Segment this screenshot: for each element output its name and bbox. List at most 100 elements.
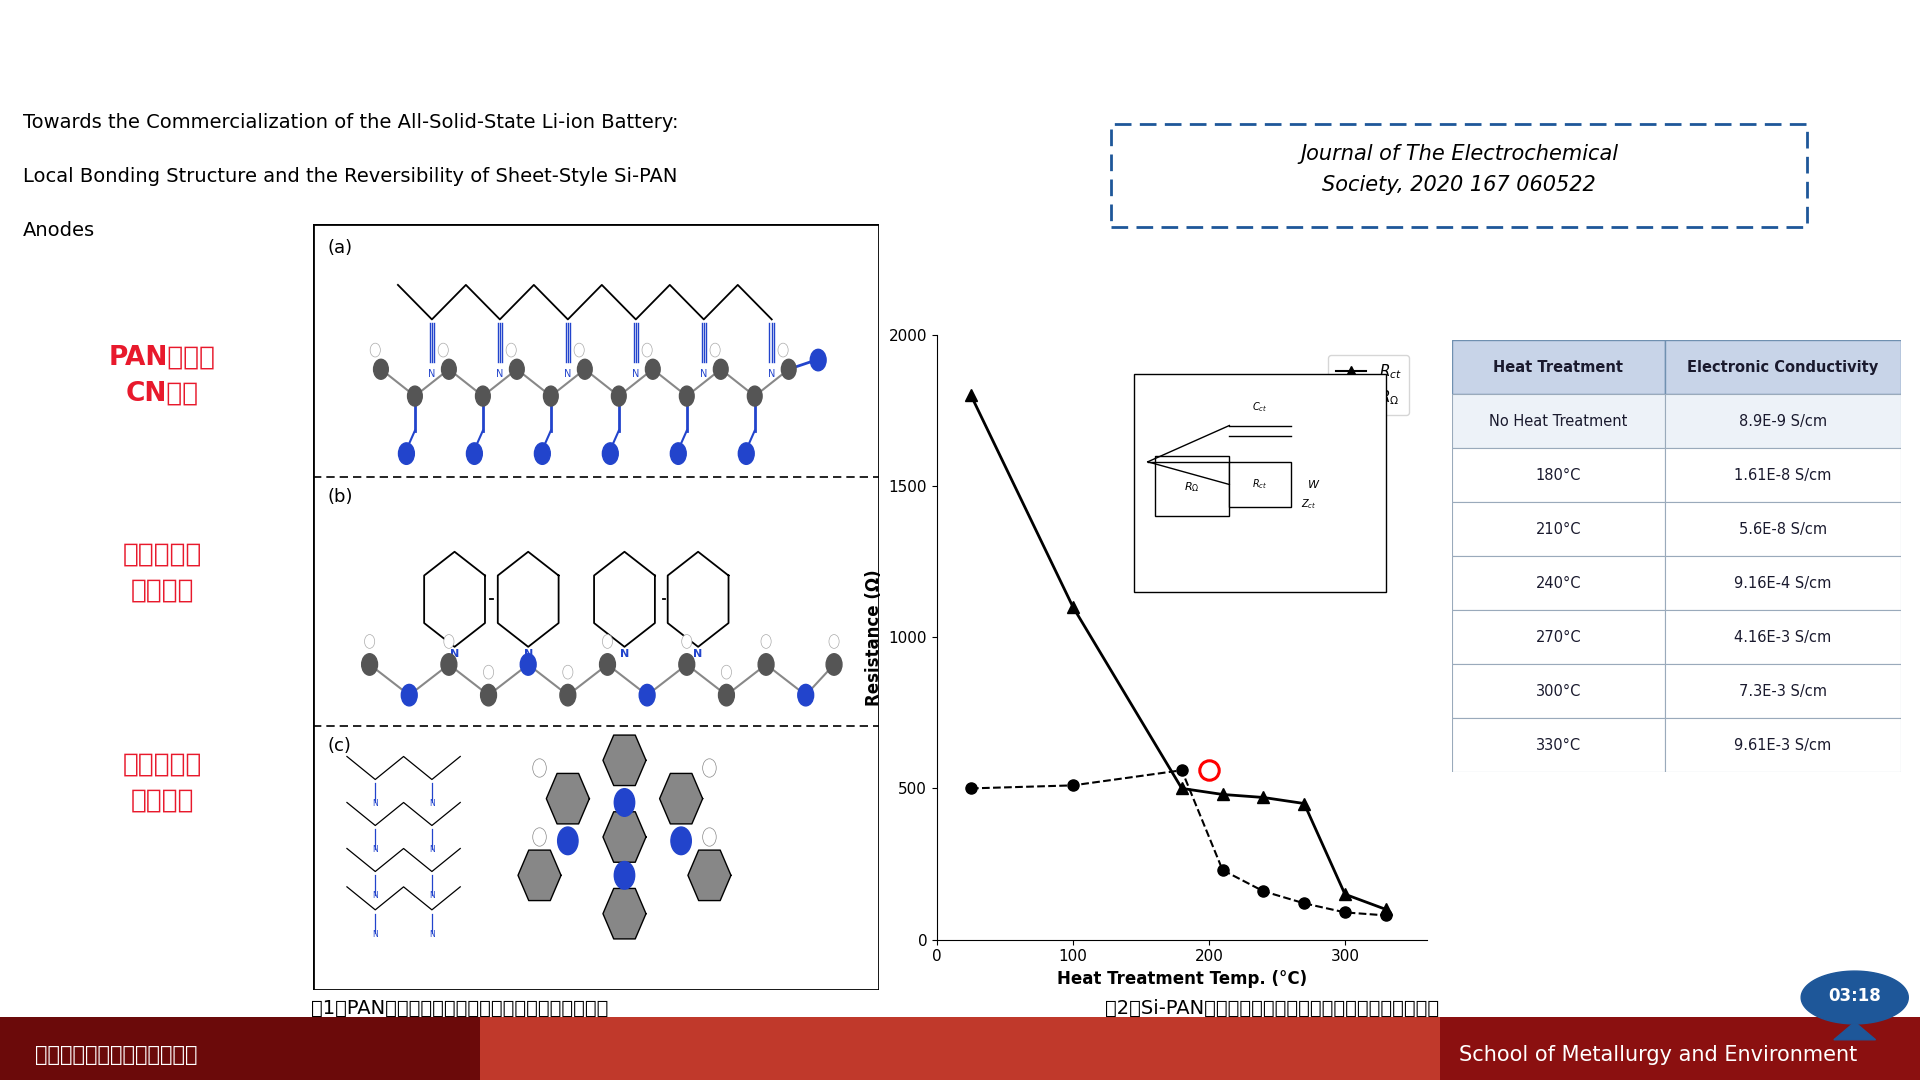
Text: N: N xyxy=(428,799,434,808)
Polygon shape xyxy=(687,850,732,901)
$\bullet$  $R_{\Omega}$ xyxy=(1169,764,1192,777)
Circle shape xyxy=(714,360,728,379)
Text: 图1：PAN本身和受热作用下导电的分子结构变化机理: 图1：PAN本身和受热作用下导电的分子结构变化机理 xyxy=(311,999,609,1018)
Circle shape xyxy=(520,653,536,675)
Text: PAN本身含
CN三键: PAN本身含 CN三键 xyxy=(109,345,215,407)
Bar xyxy=(1452,394,1665,448)
Bar xyxy=(1452,556,1665,610)
Polygon shape xyxy=(603,812,645,862)
Bar xyxy=(1665,610,1901,664)
FancyBboxPatch shape xyxy=(1112,124,1807,227)
Circle shape xyxy=(532,827,547,847)
Line: $\blacktriangle$  $R_{ct}$: $\blacktriangle$ $R_{ct}$ xyxy=(966,390,1392,915)
Circle shape xyxy=(561,685,576,706)
$\bullet$  $R_{\Omega}$ xyxy=(1062,779,1085,792)
Circle shape xyxy=(442,653,457,675)
Circle shape xyxy=(371,343,380,357)
Circle shape xyxy=(799,685,814,706)
Circle shape xyxy=(467,443,482,464)
Bar xyxy=(1665,556,1901,610)
Circle shape xyxy=(557,827,578,854)
Circle shape xyxy=(365,635,374,648)
Circle shape xyxy=(407,387,422,406)
Text: N: N xyxy=(564,369,572,379)
Bar xyxy=(1665,448,1901,502)
Circle shape xyxy=(476,387,490,406)
$\bullet$  $R_{\Omega}$ xyxy=(1292,896,1315,909)
X-axis label: Heat Treatment Temp. (°C): Heat Treatment Temp. (°C) xyxy=(1056,970,1308,988)
Text: Local Bonding Structure and the Reversibility of Sheet-Style Si-PAN: Local Bonding Structure and the Reversib… xyxy=(23,167,678,187)
Circle shape xyxy=(641,343,653,357)
Circle shape xyxy=(442,360,457,379)
Circle shape xyxy=(374,360,388,379)
$\blacktriangle$  $R_{ct}$ xyxy=(1062,600,1085,613)
Circle shape xyxy=(509,360,524,379)
$\bullet$  $R_{\Omega}$ xyxy=(1252,885,1275,897)
Bar xyxy=(1665,718,1901,772)
Bar xyxy=(1452,502,1665,556)
Text: N: N xyxy=(449,649,459,659)
Text: $R_\Omega$: $R_\Omega$ xyxy=(1183,481,1198,495)
Circle shape xyxy=(758,653,774,675)
Bar xyxy=(1452,340,1665,394)
$\bullet$  $R_{\Omega}$ xyxy=(1332,906,1356,919)
$\bullet$  $R_{\Omega}$ xyxy=(1212,864,1235,877)
Text: N: N xyxy=(372,846,378,854)
Text: School of Metallurgy and Environment: School of Metallurgy and Environment xyxy=(1459,1045,1857,1065)
$\blacktriangle$  $R_{ct}$ xyxy=(1212,788,1235,801)
Text: Towards the Commercialization of the All-Solid-State Li-ion Battery:: Towards the Commercialization of the All… xyxy=(23,113,678,133)
Bar xyxy=(1665,664,1901,718)
Bar xyxy=(1665,394,1901,448)
Bar xyxy=(0,1017,480,1080)
Text: N: N xyxy=(428,846,434,854)
Circle shape xyxy=(810,349,826,370)
$\blacktriangle$  $R_{ct}$ xyxy=(960,389,983,402)
Circle shape xyxy=(710,343,720,357)
$\blacktriangle$  $R_{ct}$ xyxy=(1375,903,1398,916)
Text: $W$: $W$ xyxy=(1308,477,1321,489)
Circle shape xyxy=(680,653,695,675)
Polygon shape xyxy=(1801,971,1908,1024)
Polygon shape xyxy=(1834,1022,1876,1040)
Circle shape xyxy=(507,343,516,357)
$\bullet$  $R_{\Omega}$ xyxy=(960,782,983,795)
Circle shape xyxy=(682,635,691,648)
Text: No Heat Treatment: No Heat Treatment xyxy=(1490,414,1628,429)
Polygon shape xyxy=(547,773,589,824)
Legend: $R_{ct}$, $R_{\Omega}$: $R_{ct}$, $R_{\Omega}$ xyxy=(1329,354,1409,415)
Text: 9.61E-3 S/cm: 9.61E-3 S/cm xyxy=(1734,738,1832,753)
Circle shape xyxy=(670,827,691,854)
Text: Electronic Conductivity: Electronic Conductivity xyxy=(1688,360,1878,375)
Circle shape xyxy=(578,360,591,379)
Text: N: N xyxy=(495,369,503,379)
Polygon shape xyxy=(603,735,645,785)
Text: N: N xyxy=(372,891,378,901)
Circle shape xyxy=(739,443,755,464)
Circle shape xyxy=(543,387,559,406)
Text: N: N xyxy=(372,930,378,939)
Circle shape xyxy=(361,653,378,675)
Text: 270°C: 270°C xyxy=(1536,630,1580,645)
Text: $R_{ct}$: $R_{ct}$ xyxy=(1252,477,1267,491)
Circle shape xyxy=(614,862,636,889)
Polygon shape xyxy=(660,773,703,824)
Text: CENTRAL SOUTH UNIVERSITY: CENTRAL SOUTH UNIVERSITY xyxy=(1715,70,1866,80)
Text: 5.6E-8 S/cm: 5.6E-8 S/cm xyxy=(1740,522,1828,537)
Bar xyxy=(960,1017,1440,1080)
Text: N: N xyxy=(428,891,434,901)
Text: 180°C: 180°C xyxy=(1536,468,1580,483)
Bar xyxy=(1452,610,1665,664)
Text: 240°C: 240°C xyxy=(1536,576,1580,591)
Text: 图2：Si-PAN电极在不同温度热处理后阻抗和电导率的变化: 图2：Si-PAN电极在不同温度热处理后阻抗和电导率的变化 xyxy=(1104,999,1440,1018)
Text: 文献11：  PAN基混合电子/离子导电粘结剂提升硅负极性能: 文献11： PAN基混合电子/离子导电粘结剂提升硅负极性能 xyxy=(19,29,766,71)
Circle shape xyxy=(747,387,762,406)
Circle shape xyxy=(484,665,493,679)
Circle shape xyxy=(614,788,636,816)
Circle shape xyxy=(703,759,716,778)
Text: 受热形成共
轭吡啶环: 受热形成共 轭吡啶环 xyxy=(123,541,202,604)
Text: N: N xyxy=(372,799,378,808)
Circle shape xyxy=(722,665,732,679)
Circle shape xyxy=(670,443,685,464)
Circle shape xyxy=(480,685,497,706)
Line: $\bullet$  $R_{\Omega}$: $\bullet$ $R_{\Omega}$ xyxy=(966,765,1392,921)
